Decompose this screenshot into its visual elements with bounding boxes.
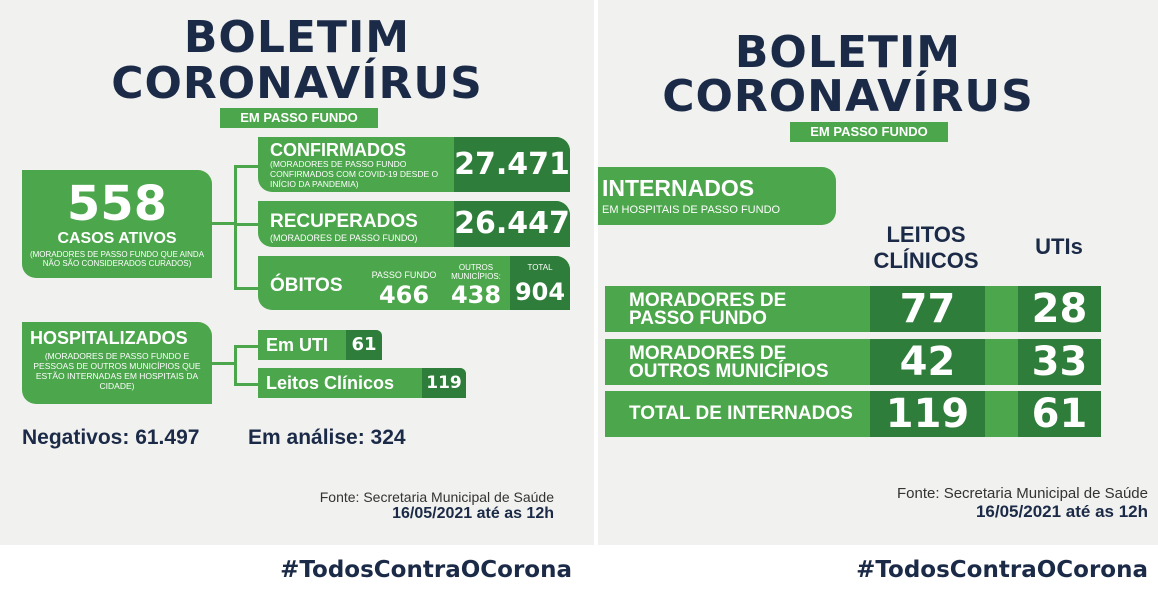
deaths-label: ÓBITOS <box>270 275 343 296</box>
deaths-pf-label: PASSO FUNDO <box>371 270 437 280</box>
internados-note: EM HOSPITAIS DE PASSO FUNDO <box>602 204 781 216</box>
clinical-beds-label: Leitos Clínicos <box>266 373 395 393</box>
clinical-beds-card: Leitos Clínicos 119 <box>258 368 466 398</box>
recovered-card: RECUPERADOS (MORADORES DE PASSO FUNDO) 2… <box>258 201 570 247</box>
date-text: 16/05/2021 até as 12h <box>975 502 1148 521</box>
connector-line <box>211 362 235 365</box>
icu-card: Em UTI 61 <box>258 330 382 360</box>
active-cases-number: 558 <box>66 176 168 232</box>
connector-line <box>234 345 258 348</box>
left-bulletin-panel: BOLETIM CORONAVÍRUS EM PASSO FUNDO 558 C… <box>0 0 594 545</box>
bulletin-title-line1: BOLETIM <box>183 12 411 63</box>
city-subtitle-badge: EM PASSO FUNDO <box>790 122 948 142</box>
clinical-beds-value: 119 <box>422 368 466 398</box>
icu-label: Em UTI <box>266 335 329 355</box>
row-utis-value: 33 <box>1018 339 1101 385</box>
confirmed-card: CONFIRMADOS (MORADORES DE PASSO FUNDO CO… <box>258 137 570 192</box>
deaths-total-label: TOTAL <box>527 263 553 272</box>
right-hashtag: #TodosContraOCorona <box>856 557 1148 583</box>
icu-value: 61 <box>346 330 382 360</box>
row-leitos-value: 42 <box>870 339 985 385</box>
left-hashtag: #TodosContraOCorona <box>280 557 572 583</box>
row-leitos-value: 77 <box>870 286 985 332</box>
connector-line <box>234 223 258 226</box>
table-row: MORADORES DE OUTROS MUNICÍPIOS 42 33 <box>605 339 1101 385</box>
deaths-total-box: TOTAL 904 <box>510 256 570 310</box>
col-header-utis: UTIs <box>1035 234 1083 259</box>
active-cases-note: (MORADORES DE PASSO FUNDO QUE AINDA NÃO … <box>29 250 205 268</box>
row-label-line1: MORADORES DE <box>629 290 787 311</box>
connector-line <box>234 287 258 290</box>
recovered-note: (MORADORES DE PASSO FUNDO) <box>270 233 418 243</box>
deaths-card: ÓBITOS PASSO FUNDO 466 OUTROS MUNICÍPIOS… <box>258 256 570 310</box>
connector-line <box>234 383 258 386</box>
recovered-label: RECUPERADOS <box>270 211 418 232</box>
row-utis-value: 61 <box>1018 391 1101 437</box>
active-cases-card: 558 CASOS ATIVOS (MORADORES DE PASSO FUN… <box>22 170 212 278</box>
connector-line <box>234 165 237 290</box>
table-row: MORADORES DE PASSO FUNDO 77 28 <box>605 286 1101 332</box>
bulletin-title-line2: CORONAVÍRUS <box>662 71 1034 122</box>
connector-line <box>234 345 237 385</box>
confirmed-note: (MORADORES DE PASSO FUNDO CONFIRMADOS CO… <box>270 159 439 189</box>
col-header-leitos-1: LEITOS <box>886 222 966 247</box>
bulletin-title-line1: BOLETIM <box>734 27 962 78</box>
row-leitos-value: 119 <box>870 391 985 437</box>
deaths-other-label: OUTROS MUNICÍPIOS: <box>451 263 501 281</box>
connector-line <box>234 165 258 168</box>
hospitalized-note: (MORADORES DE PASSO FUNDO E PESSOAS DE O… <box>33 351 201 391</box>
internados-header: INTERNADOS EM HOSPITAIS DE PASSO FUNDO <box>598 167 836 225</box>
source-text: Fonte: Secretaria Municipal de Saúde <box>897 485 1148 502</box>
tests-in-analysis: Em análise: 324 <box>248 426 406 449</box>
bulletin-title-line2: CORONAVÍRUS <box>111 58 483 109</box>
date-text: 16/05/2021 até as 12h <box>392 505 554 522</box>
row-utis-value: 28 <box>1018 286 1101 332</box>
negative-tests: Negativos: 61.497 <box>22 426 200 449</box>
table-row: TOTAL DE INTERNADOS 119 61 <box>605 391 1101 437</box>
col-header-leitos-2: CLÍNICOS <box>873 248 979 273</box>
confirmed-value: 27.471 <box>454 137 570 192</box>
recovered-value: 26.447 <box>454 201 570 247</box>
active-cases-label: CASOS ATIVOS <box>57 230 177 247</box>
row-label-line2: OUTROS MUNICÍPIOS <box>629 361 829 382</box>
deaths-pf-value: 466 <box>378 281 430 309</box>
deaths-total-value: 904 <box>514 278 566 306</box>
city-subtitle-badge: EM PASSO FUNDO <box>220 108 378 128</box>
row-label-line1: MORADORES DE <box>629 343 787 364</box>
hospitalized-card: HOSPITALIZADOS (MORADORES DE PASSO FUNDO… <box>22 322 212 404</box>
row-label-total: TOTAL DE INTERNADOS <box>629 403 853 424</box>
deaths-other-value: 438 <box>450 281 502 309</box>
source-text: Fonte: Secretaria Municipal de Saúde <box>319 489 554 505</box>
connector-line <box>211 222 235 225</box>
confirmed-label: CONFIRMADOS <box>270 140 406 160</box>
right-bulletin-panel: BOLETIM CORONAVÍRUS EM PASSO FUNDO INTER… <box>598 0 1158 545</box>
internados-label: INTERNADOS <box>602 175 755 201</box>
hospitalized-label: HOSPITALIZADOS <box>30 328 188 348</box>
row-label-line2: PASSO FUNDO <box>629 308 767 329</box>
